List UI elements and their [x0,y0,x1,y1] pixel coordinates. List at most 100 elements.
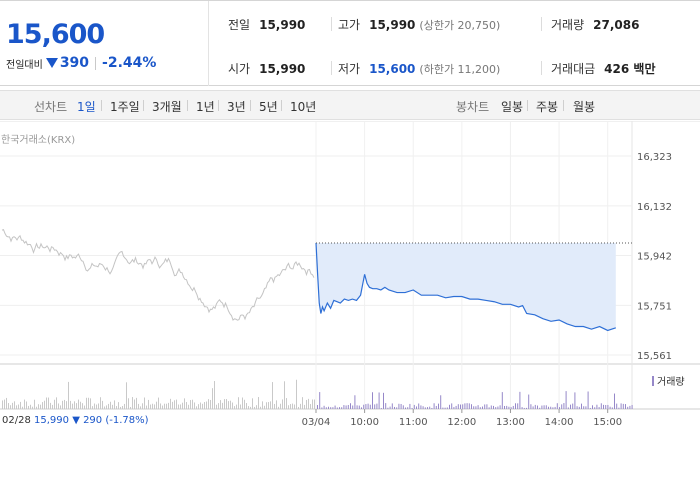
volume-bar [246,403,247,409]
volume-bar [36,406,37,409]
volume-bar [616,403,618,409]
volume-bar [186,402,187,409]
volume-bar [230,400,231,409]
volume-bar [12,402,13,409]
volume-bar [369,404,371,409]
volume-bar [154,404,155,409]
volume-bar [72,403,73,409]
volume-bar [88,397,89,409]
volume-bar [282,399,283,409]
volume-bar [433,403,435,409]
volume-bar [272,382,273,409]
change-rate: -2.44% [102,55,157,71]
volume-bar [424,407,426,409]
volume-bar [50,402,51,409]
volume-bar [572,403,574,409]
stat-label: 고가 [338,18,361,32]
x-tick-label: 15:00 [593,417,622,428]
volume-bar [578,406,580,409]
tab-3y[interactable]: 3년 [227,100,246,114]
tab-weekly[interactable]: 주봉 [536,100,559,114]
volume-bar [444,407,446,409]
tab-daily[interactable]: 일봉 [501,100,524,114]
lower-limit: (하한가 11,200) [419,62,501,76]
tab-10y[interactable]: 10년 [290,100,317,114]
stat-value: 27,086 [593,17,640,32]
divider [95,56,97,70]
volume-bar [537,405,538,409]
volume-bar [605,404,607,409]
volume-bar [196,406,197,409]
volume-bar [278,406,279,409]
volume-bar [376,403,378,409]
volume-bar [559,407,560,409]
stat-label: 거래량 [551,18,585,32]
prev-change: ▼ 290 [72,415,103,426]
volume-bar [394,406,395,409]
data-source: 한국거래소(KRX) [1,135,76,146]
upper-limit: (상한가 20,750) [419,18,501,32]
volume-bar [274,403,275,409]
volume-bar [466,403,468,409]
volume-bar [317,405,318,409]
price-summary: 15,600 전일대비 390 -2.44% [0,1,209,86]
volume-bar [413,404,415,409]
divider [563,100,564,111]
volume-bar [479,407,481,409]
stat-value: 15,600 [369,61,416,76]
volume-bar [332,407,334,409]
volume-bar [308,398,309,409]
candle-chart-title: 봉차트 [456,100,490,114]
volume-bar [596,404,598,409]
volume-bar [561,404,563,409]
volume-bar [506,405,508,409]
volume-bar [258,397,259,409]
volume-bar [510,407,512,409]
volume-bar [200,402,201,409]
volume-bar [609,406,611,409]
volume-bar [300,403,301,409]
volume-bar [92,406,93,409]
volume-bar [158,397,159,409]
volume-bar [304,404,305,409]
divider [281,100,282,111]
volume-bar [620,403,622,409]
volume-bar [44,400,45,409]
volume-bar [563,403,565,409]
stat-amount: 거래대금 426 백만 [551,60,655,77]
tab-1w[interactable]: 1주일 [110,100,140,114]
volume-bar [306,399,307,409]
volume-bar [339,407,340,409]
volume-bar [152,403,153,409]
tab-5y[interactable]: 5년 [259,100,278,114]
volume-bar [352,405,354,409]
volume-bar [128,398,129,409]
tab-1d[interactable]: 1일 [77,100,96,114]
tab-1y[interactable]: 1년 [196,100,215,114]
volume-bar [34,399,35,409]
volume-bar [350,403,351,409]
volume-bar [545,405,547,409]
x-tick-label: 11:00 [399,417,428,428]
volume-bar [328,406,329,409]
tab-3m[interactable]: 3개월 [152,100,182,114]
prev-close: 15,990 [34,415,70,426]
volume-bar [68,381,69,409]
tab-monthly[interactable]: 월봉 [573,100,596,114]
volume-bar [302,397,303,409]
volume-bar [46,397,47,409]
volume-bar [210,399,211,409]
stat-value: 15,990 [369,17,416,32]
volume-bar [284,381,285,409]
volume-bar [146,405,147,409]
volume-bar [96,404,97,409]
volume-bar [26,401,27,409]
volume-bar [298,406,299,409]
volume-bar [548,406,549,409]
volume-bar [398,403,400,409]
volume-bar [556,403,558,409]
volume-bar [66,401,67,409]
volume-bar [526,407,527,409]
volume-bar [126,382,127,409]
change-row: 전일대비 390 -2.44% [6,55,156,71]
